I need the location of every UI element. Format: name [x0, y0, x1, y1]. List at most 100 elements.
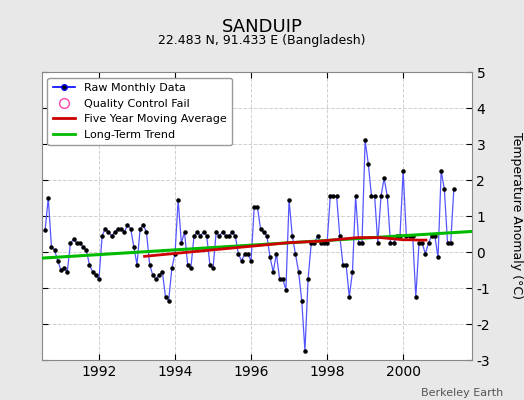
Point: [446, 240, 455, 246]
Point: [279, 276, 287, 282]
Point: [228, 229, 236, 235]
Point: [237, 258, 246, 264]
Point: [231, 233, 239, 239]
Point: [168, 265, 176, 271]
Point: [294, 269, 303, 275]
Point: [104, 229, 113, 235]
Point: [95, 276, 103, 282]
Point: [332, 193, 341, 199]
Point: [323, 240, 331, 246]
Point: [259, 229, 268, 235]
Point: [225, 233, 233, 239]
Point: [190, 233, 198, 239]
Point: [241, 250, 249, 257]
Point: [418, 240, 427, 246]
Point: [133, 262, 141, 268]
Point: [92, 272, 100, 278]
Point: [155, 272, 163, 278]
Point: [129, 243, 138, 250]
Point: [339, 262, 347, 268]
Point: [313, 233, 322, 239]
Point: [402, 233, 410, 239]
Point: [161, 294, 170, 300]
Point: [120, 229, 128, 235]
Point: [199, 229, 208, 235]
Point: [450, 186, 458, 192]
Legend: Raw Monthly Data, Quality Control Fail, Five Year Moving Average, Long-Term Tren: Raw Monthly Data, Quality Control Fail, …: [48, 78, 233, 145]
Point: [143, 229, 151, 235]
Point: [364, 160, 373, 167]
Point: [193, 229, 201, 235]
Point: [215, 233, 224, 239]
Point: [57, 267, 65, 273]
Point: [405, 233, 413, 239]
Point: [206, 262, 214, 268]
Point: [180, 229, 189, 235]
Point: [415, 240, 423, 246]
Point: [316, 240, 325, 246]
Point: [348, 269, 357, 275]
Point: [345, 294, 354, 300]
Point: [374, 240, 382, 246]
Point: [320, 240, 328, 246]
Point: [50, 247, 59, 254]
Text: Berkeley Earth: Berkeley Earth: [421, 388, 503, 398]
Point: [41, 227, 49, 234]
Point: [146, 262, 154, 268]
Point: [98, 233, 106, 239]
Point: [244, 250, 252, 257]
Point: [342, 262, 351, 268]
Point: [171, 250, 179, 257]
Point: [209, 265, 217, 271]
Point: [174, 197, 182, 203]
Point: [440, 186, 449, 192]
Text: SANDUIP: SANDUIP: [222, 18, 302, 36]
Point: [123, 222, 132, 228]
Point: [253, 204, 261, 210]
Point: [63, 269, 71, 275]
Point: [82, 247, 91, 254]
Point: [53, 258, 62, 264]
Point: [101, 225, 110, 232]
Point: [250, 204, 258, 210]
Y-axis label: Temperature Anomaly (°C): Temperature Anomaly (°C): [510, 132, 522, 300]
Point: [409, 233, 417, 239]
Point: [412, 294, 420, 300]
Point: [307, 240, 315, 246]
Point: [383, 193, 391, 199]
Point: [288, 233, 297, 239]
Point: [126, 225, 135, 232]
Point: [165, 298, 173, 304]
Point: [310, 240, 319, 246]
Point: [335, 233, 344, 239]
Point: [69, 236, 78, 242]
Point: [298, 298, 306, 304]
Text: 22.483 N, 91.433 E (Bangladesh): 22.483 N, 91.433 E (Bangladesh): [158, 34, 366, 47]
Point: [386, 240, 395, 246]
Point: [428, 233, 436, 239]
Point: [424, 240, 433, 246]
Point: [431, 233, 439, 239]
Point: [85, 262, 94, 268]
Point: [285, 197, 293, 203]
Point: [234, 250, 243, 257]
Point: [421, 250, 430, 257]
Point: [256, 225, 265, 232]
Point: [355, 240, 363, 246]
Point: [377, 193, 385, 199]
Point: [114, 225, 122, 232]
Point: [437, 168, 445, 174]
Point: [380, 175, 388, 182]
Point: [79, 243, 88, 250]
Point: [196, 233, 204, 239]
Point: [276, 276, 284, 282]
Point: [152, 276, 160, 282]
Point: [117, 225, 125, 232]
Point: [367, 193, 376, 199]
Point: [443, 240, 452, 246]
Point: [107, 233, 116, 239]
Point: [44, 195, 52, 201]
Point: [434, 254, 442, 261]
Point: [399, 168, 407, 174]
Point: [263, 233, 271, 239]
